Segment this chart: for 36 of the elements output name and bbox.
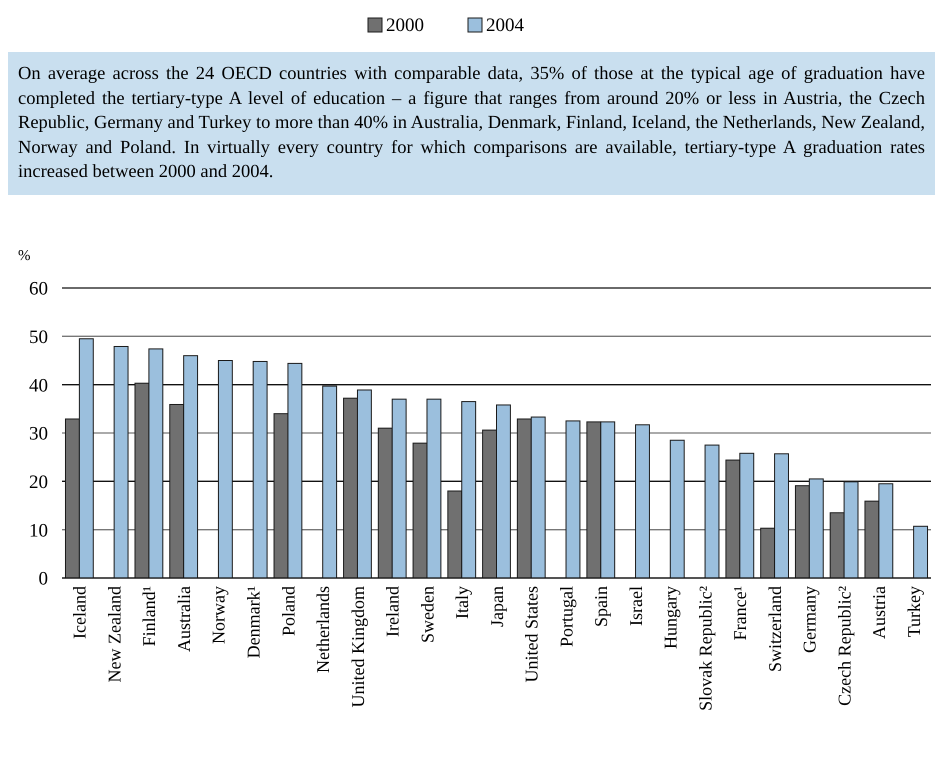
x-tick-label: Sweden [417, 586, 438, 643]
x-tick-label: Ireland [382, 586, 403, 637]
x-tick-label: Austria [869, 586, 890, 639]
x-tick-label: Finland¹ [139, 586, 160, 646]
x-tick-label: Czech Republic² [834, 586, 854, 706]
legend-label: 2000 [386, 15, 424, 36]
x-tick-label: Italy [452, 586, 472, 619]
x-tick-label: Slovak Republic² [695, 586, 716, 711]
x-tick-label: Germany [800, 586, 820, 653]
text: On average across the 24 OECD countries with comparable data, 35% of those at the typical age of graduation have completed the tertiary-type A level of education – a figure that ranges from around 20% or less in Austria, the Czech Republic, Germany and Turkey to more than 40% in Australia, Denmark, Finland, Iceland, the Netherlands, New Zealand, Norway and Poland. In virtually every country for which comparisons are available, tertiary-type A graduation rates increased between 2000 and 2004. [8, 52, 935, 194]
x-tick-label: Turkey [904, 586, 924, 638]
y-tick-label: 40 [29, 375, 48, 396]
x-tick-label: Switzerland [764, 586, 785, 672]
x-tick-label: Netherlands [313, 586, 333, 673]
y-tick-label: 30 [29, 424, 48, 445]
x-tick-label: Japan [486, 586, 507, 627]
legend-label: 2004 [486, 15, 524, 36]
x-tick-label: Portugal [556, 586, 576, 647]
x-tick-label: Spain [591, 586, 612, 628]
x-tick-label: Poland [278, 586, 298, 636]
x-tick-label: Australia [174, 586, 194, 652]
y-tick-label: 50 [29, 326, 48, 348]
y-tick-label: 10 [29, 520, 48, 542]
x-tick-label: France¹ [730, 586, 750, 640]
x-tick-label: Denmark¹ [243, 586, 264, 658]
x-tick-label: Hungary [660, 586, 681, 649]
y-axis-title: % [18, 248, 30, 264]
y-tick-label: 20 [29, 472, 48, 493]
x-tick-label: Norway [208, 586, 229, 644]
x-tick-label: Iceland [70, 586, 90, 639]
y-tick-label: 0 [38, 568, 48, 590]
x-tick-label: United Kingdom [348, 586, 368, 708]
x-tick-label: United States [522, 586, 542, 682]
x-tick-label: New Zealand [104, 586, 124, 682]
x-tick-label: Israel [626, 586, 646, 626]
y-tick-label: 60 [29, 278, 48, 300]
